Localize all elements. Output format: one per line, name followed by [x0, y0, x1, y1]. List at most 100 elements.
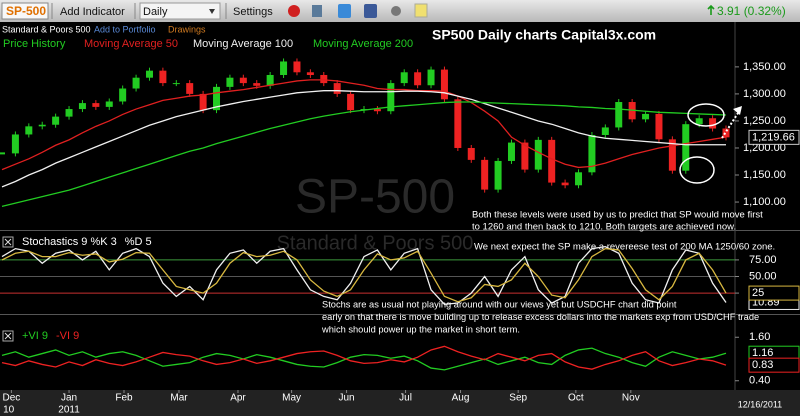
- twitter-icon[interactable]: [338, 4, 351, 18]
- candle: [145, 70, 153, 78]
- candle: [655, 113, 663, 140]
- print-icon[interactable]: [312, 5, 322, 17]
- add-indicator[interactable]: Add Indicator: [60, 6, 125, 18]
- close-x: [4, 332, 12, 340]
- legend-entry: Price History: [3, 38, 66, 50]
- up-arrow: [707, 4, 715, 15]
- x-tick-label: Jun: [339, 393, 355, 404]
- x-tick-label: Dec: [2, 393, 20, 404]
- candle: [709, 118, 717, 129]
- legend-entry: Moving Average 100: [193, 38, 293, 50]
- candle: [320, 74, 328, 84]
- candle: [280, 61, 288, 75]
- series-line: [1, 101, 727, 208]
- alarm-icon[interactable]: [288, 5, 300, 17]
- panel-divider: [0, 230, 800, 231]
- candle: [373, 109, 381, 112]
- highlight-ellipse: [679, 156, 715, 184]
- y-tick-label: 1,200.00: [743, 142, 786, 154]
- period: Daily: [143, 6, 168, 18]
- settings[interactable]: Settings: [233, 6, 273, 18]
- close-x: [4, 238, 12, 246]
- last-value: 1,219.66: [752, 131, 795, 143]
- facebook-icon[interactable]: [364, 4, 377, 18]
- annotation: Both these levels were used by us to pre…: [472, 210, 763, 221]
- symbol-box[interactable]: [1, 2, 49, 20]
- y-tick-label: 1,350.00: [743, 61, 786, 73]
- add-to-portfolio[interactable]: Add to Portfolio: [94, 24, 156, 34]
- last-value-box: [748, 285, 800, 301]
- x-tick-label: Apr: [230, 393, 246, 404]
- last-value: 1.16: [752, 347, 773, 359]
- series-line: [1, 245, 727, 306]
- share-icon[interactable]: [391, 6, 401, 16]
- legend-entry: %D 5: [125, 236, 152, 248]
- y-tick-label: 0.40: [749, 375, 770, 387]
- candle: [534, 139, 542, 170]
- dropdown-arrow: [209, 9, 215, 14]
- x-tick-label: Nov: [622, 393, 640, 404]
- candle: [615, 102, 623, 128]
- y-tick-label: 1,250.00: [743, 115, 786, 127]
- x-tick-label: Jul: [399, 393, 412, 404]
- note-icon[interactable]: [414, 3, 428, 18]
- candle: [561, 182, 569, 186]
- x-tick-label: Sep: [509, 393, 527, 404]
- candle: [239, 77, 247, 84]
- candle: [213, 86, 221, 111]
- year-label: 10: [3, 405, 15, 416]
- candle: [521, 142, 529, 170]
- series-line: [1, 345, 727, 370]
- series-line: [1, 247, 727, 303]
- x-tick-label: Jan: [61, 393, 77, 404]
- candle: [78, 103, 86, 110]
- candle: [601, 127, 609, 136]
- candle: [253, 83, 261, 86]
- candle: [548, 139, 556, 183]
- candle: [507, 142, 515, 161]
- candle: [0, 152, 5, 155]
- watermark: SP-500: [295, 171, 455, 224]
- legend-entry: Moving Average 200: [313, 38, 413, 50]
- candle: [172, 83, 180, 85]
- y-tick-label: 1.60: [749, 331, 770, 343]
- candle: [159, 70, 167, 84]
- x-tick-label: Oct: [568, 393, 584, 404]
- y-tick-label: 1,300.00: [743, 88, 786, 100]
- candle: [414, 72, 422, 86]
- candle: [722, 128, 730, 138]
- legend-entry: Moving Average 50: [84, 38, 178, 50]
- candle: [293, 61, 301, 73]
- close-button: [2, 236, 14, 248]
- candle: [588, 135, 596, 173]
- drawings[interactable]: Drawings: [168, 24, 206, 34]
- x-tick-label: Feb: [115, 393, 133, 404]
- candle: [52, 116, 60, 125]
- candle: [454, 99, 462, 148]
- candle: [92, 103, 100, 107]
- candle: [105, 101, 113, 107]
- series-line: [1, 79, 727, 171]
- candle: [38, 124, 46, 127]
- chart-title: SP500 Daily charts Capital3x.com: [432, 27, 656, 43]
- y-tick-label: 50.00: [749, 270, 777, 282]
- series-line: [1, 90, 726, 188]
- candle: [481, 159, 489, 190]
- annotation: to 1260 and then back to 1210. Both targ…: [472, 222, 736, 233]
- candle: [347, 93, 355, 111]
- candle: [199, 93, 207, 111]
- legend-entry: +VI 9: [22, 330, 48, 342]
- candle: [695, 118, 703, 125]
- candle: [668, 139, 676, 171]
- close-button: [2, 330, 14, 342]
- candle: [306, 72, 314, 75]
- period-select[interactable]: [139, 2, 221, 20]
- candle: [266, 74, 274, 86]
- y-tick-label: 75.00: [749, 254, 777, 266]
- last-value-box: [748, 357, 800, 373]
- candle: [25, 126, 33, 135]
- candle: [333, 83, 341, 94]
- annotation: early on that there is move building up …: [322, 312, 759, 322]
- panel-divider: [0, 314, 800, 315]
- watermark-subtitle: Standard & Poors 500: [277, 232, 474, 254]
